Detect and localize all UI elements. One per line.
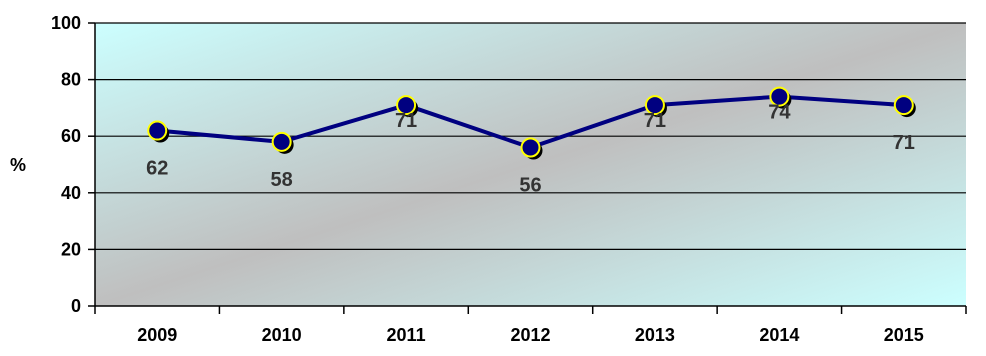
plot-area (95, 23, 966, 306)
data-point-2015 (893, 95, 914, 116)
data-label-2013: 71 (644, 110, 666, 132)
data-label-2012: 56 (519, 175, 541, 197)
y-tick-label-80: 80 (61, 70, 81, 90)
data-label-2014: 74 (768, 102, 791, 124)
x-tick-labels: 2009 2010 2011 2012 2013 2014 2015 (137, 325, 924, 345)
y-tick-label-20: 20 (61, 239, 81, 259)
data-markers (147, 86, 916, 160)
x-tick-label-2010: 2010 (262, 325, 302, 345)
data-label-2009: 62 (146, 158, 168, 180)
y-tick-label-100: 100 (51, 13, 81, 33)
x-tick-label-2015: 2015 (884, 325, 924, 345)
data-point-2012 (520, 137, 541, 158)
data-label-2011: 71 (395, 110, 417, 132)
x-tick-label-2012: 2012 (510, 325, 550, 345)
data-point-2009 (147, 120, 168, 141)
data-labels: 62 58 71 56 71 74 71 (146, 102, 915, 197)
y-tick-label-40: 40 (61, 183, 81, 203)
y-tick-label-60: 60 (61, 126, 81, 146)
x-tick-label-2013: 2013 (635, 325, 675, 345)
y-tick-labels: 0 20 40 60 80 100 (51, 13, 81, 316)
x-tick-label-2011: 2011 (387, 325, 426, 345)
data-point-2013 (644, 95, 665, 116)
y-tick-label-0: 0 (71, 296, 81, 316)
x-tick-label-2009: 2009 (137, 325, 177, 345)
x-tick-label-2014: 2014 (759, 325, 799, 345)
data-point-2010 (271, 131, 292, 152)
data-label-2015: 71 (893, 132, 915, 154)
y-axis-title: % (10, 155, 26, 175)
axes (88, 22, 967, 314)
data-point-2011 (396, 95, 417, 116)
data-label-2010: 58 (271, 169, 293, 191)
data-point-2014 (769, 86, 790, 107)
